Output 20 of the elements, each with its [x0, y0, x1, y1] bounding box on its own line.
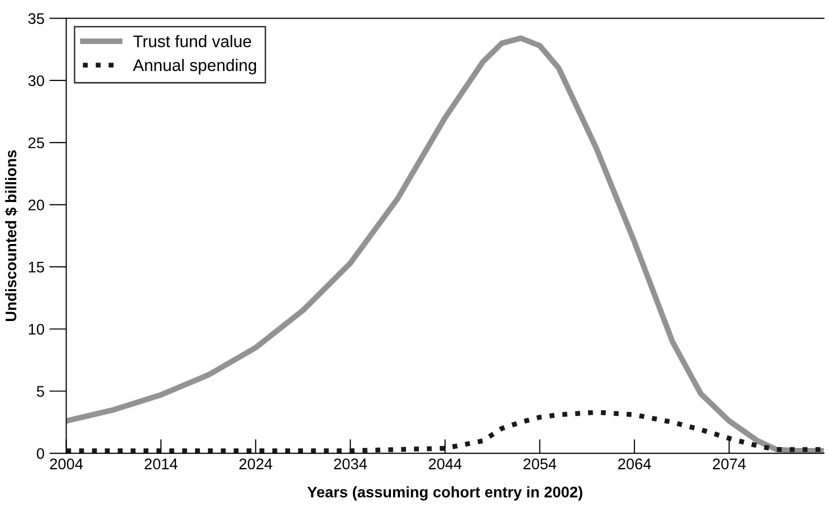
x-axis-title: Years (assuming cohort entry in 2002) [307, 486, 582, 501]
x-tick-label: 2034 [334, 458, 367, 470]
x-tick-label: 2014 [144, 458, 178, 470]
y-tick-label: 15 [28, 262, 44, 273]
y-tick-label: 10 [28, 324, 44, 335]
x-tick-label: 2004 [50, 458, 83, 470]
x-tick-label: 2054 [524, 458, 556, 470]
x-tick-label: 2064 [618, 458, 652, 470]
x-tick-label: 2024 [239, 458, 272, 470]
legend-label: Trust fund value [133, 35, 252, 48]
y-tick-label: 5 [36, 386, 44, 397]
y-axis-title: Undiscounted $ billions [4, 150, 18, 322]
y-tick-label: 35 [28, 13, 44, 24]
y-tick-label: 25 [28, 137, 44, 148]
y-tick-label: 0 [36, 448, 44, 459]
x-tick-label: 2074 [712, 458, 746, 470]
x-tick-label: 2044 [428, 458, 462, 470]
y-tick-label: 30 [28, 75, 44, 86]
y-tick-label: 20 [28, 200, 44, 210]
legend-label: Annual spending [132, 58, 256, 74]
